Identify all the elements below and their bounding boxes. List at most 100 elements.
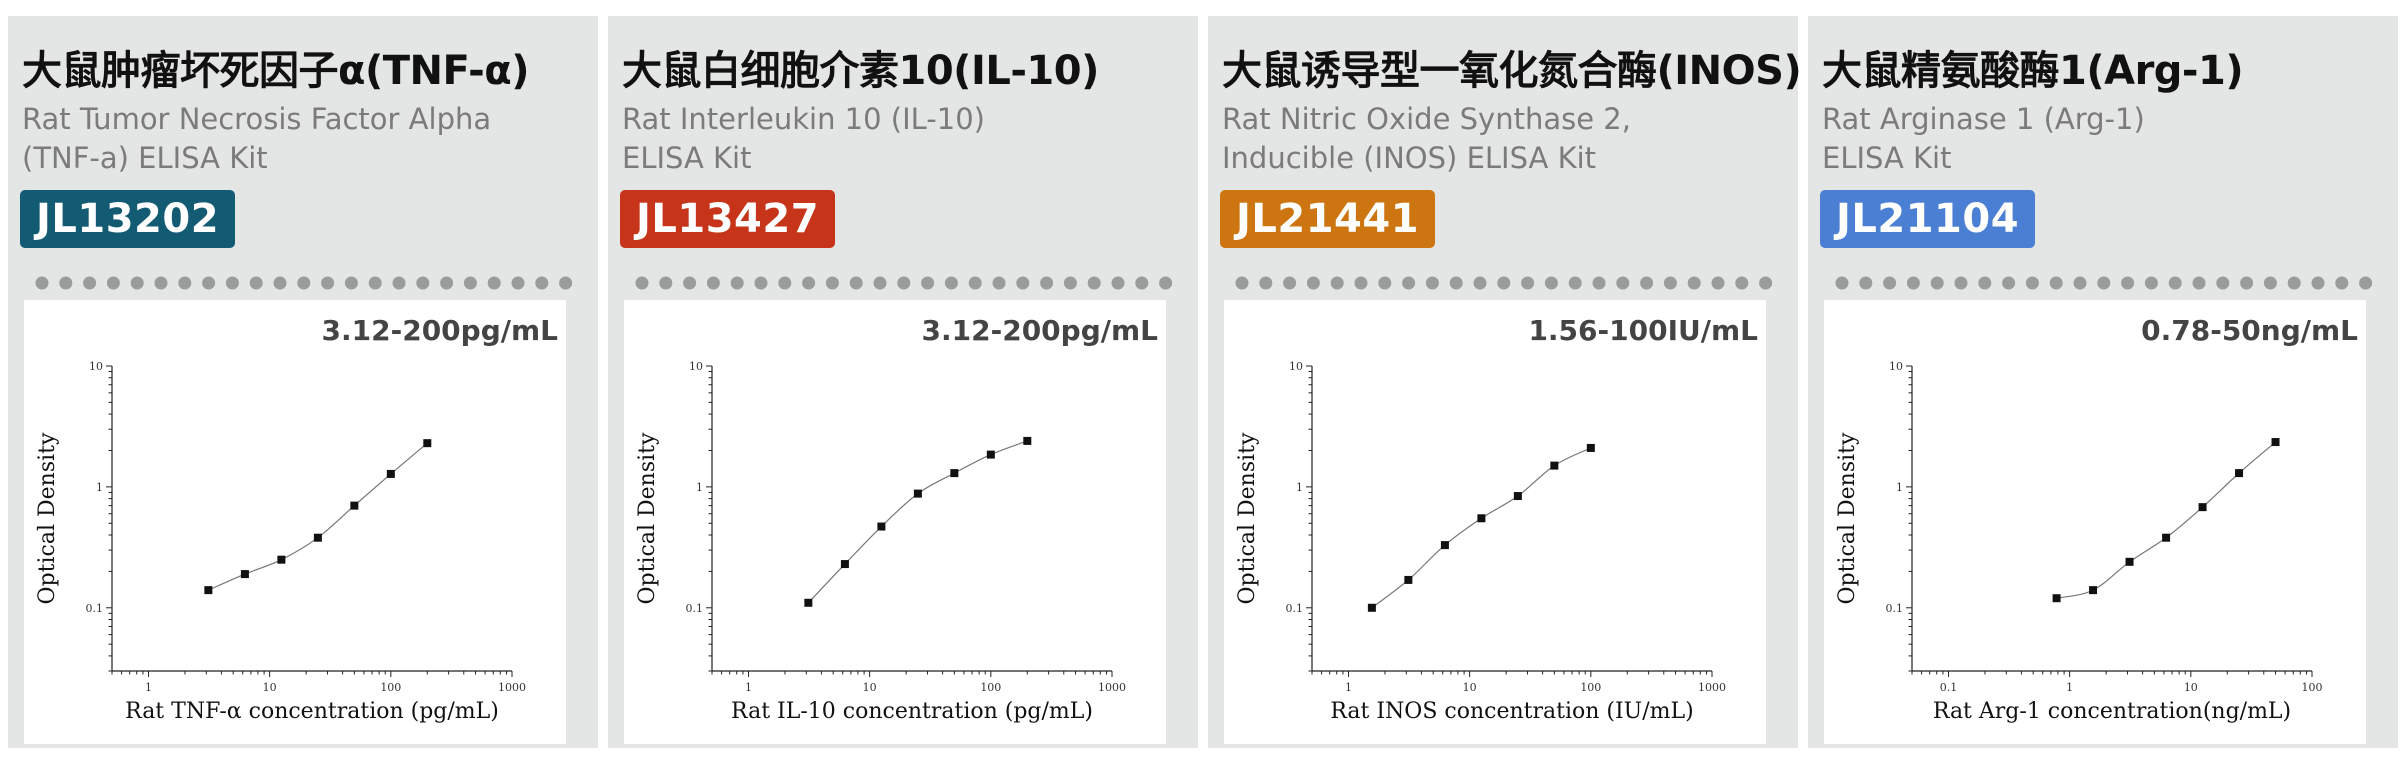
- divider-dot: [1906, 276, 1920, 290]
- divider-dot: [1521, 276, 1535, 290]
- divider-dot: [83, 276, 97, 290]
- divider-dot: [1711, 276, 1725, 290]
- dot-divider: [1835, 276, 2373, 290]
- data-point: [1586, 443, 1595, 452]
- product-title-en-line1: Rat Arginase 1 (Arg-1): [1822, 102, 2145, 136]
- y-tick-label: 1: [96, 481, 103, 494]
- y-tick-label: 10: [1289, 360, 1303, 373]
- product-title-en-line2: (TNF-a) ELISA Kit: [22, 141, 268, 175]
- divider-dot: [1063, 276, 1077, 290]
- divider-dot: [944, 276, 958, 290]
- divider-dot: [202, 276, 216, 290]
- divider-dot: [225, 276, 239, 290]
- y-tick-label: 0.1: [86, 602, 104, 615]
- divider-dot: [683, 276, 697, 290]
- product-title-en-line2: Inducible (INOS) ELISA Kit: [1222, 141, 1597, 175]
- divider-dot: [2263, 276, 2277, 290]
- standard-curve-chart: 1 10 100 1000 0.1 1 10 Rat TNF-α concentration …: [35, 360, 526, 724]
- divider-dot: [440, 276, 454, 290]
- divider-dot: [1135, 276, 1149, 290]
- divider-dot: [897, 276, 911, 290]
- y-axis-label: Optical Density: [635, 432, 660, 604]
- data-point: [240, 570, 249, 579]
- divider-dot: [1568, 276, 1582, 290]
- divider-dot: [2097, 276, 2111, 290]
- standard-curve-panel: 0.1 1 10 100 0.1 1 10 Rat Arg-1 concentration(n…: [1824, 300, 2366, 744]
- divider-dot: [559, 276, 573, 290]
- y-tick-label: 0.1: [1886, 602, 1904, 615]
- y-tick-label: 10: [689, 360, 703, 373]
- product-code-badge: JL21104: [1820, 190, 2036, 248]
- divider-dot: [2335, 276, 2349, 290]
- data-point: [840, 560, 849, 569]
- divider-dot: [730, 276, 744, 290]
- divider-dot: [2216, 276, 2230, 290]
- data-point: [204, 586, 213, 595]
- divider-dot: [416, 276, 430, 290]
- divider-dot: [1544, 276, 1558, 290]
- y-axis-label: Optical Density: [1835, 432, 1860, 604]
- divider-dot: [2287, 276, 2301, 290]
- divider-dot: [1354, 276, 1368, 290]
- divider-dot: [992, 276, 1006, 290]
- y-tick-label: 1: [1296, 481, 1303, 494]
- divider-dot: [1402, 276, 1416, 290]
- divider-dot: [344, 276, 358, 290]
- data-point: [2052, 594, 2061, 603]
- dot-divider: [1235, 276, 1773, 290]
- y-tick-label: 0.1: [1286, 602, 1304, 615]
- divider-dot: [1978, 276, 1992, 290]
- data-point: [2125, 557, 2134, 566]
- divider-dot: [2049, 276, 2063, 290]
- divider-dot: [535, 276, 549, 290]
- product-card-arg-1[interactable]: 大鼠精氨酸酶1(Arg-1) Rat Arginase 1 (Arg-1) EL…: [1808, 16, 2398, 748]
- divider-dot: [487, 276, 501, 290]
- divider-dot: [392, 276, 406, 290]
- detection-range: 1.56-100IU/mL: [1528, 314, 1758, 347]
- product-title-en-line1: Rat Interleukin 10 (IL-10): [622, 102, 985, 136]
- x-tick-label: 1: [2066, 681, 2073, 694]
- divider-dot: [2121, 276, 2135, 290]
- standard-curve-panel: 1 10 100 1000 0.1 1 10 Rat IL-10 concentration …: [624, 300, 1166, 744]
- divider-dot: [511, 276, 525, 290]
- y-tick-label: 10: [1889, 360, 1903, 373]
- divider-dot: [635, 276, 649, 290]
- x-axis-label: Rat Arg-1 concentration(ng/mL): [1933, 699, 2291, 724]
- x-tick-label: 10: [263, 681, 277, 694]
- product-card-inos[interactable]: 大鼠诱导型一氧化氮合酶(INOS) Rat Nitric Oxide Synth…: [1208, 16, 1802, 748]
- x-tick-label: 100: [2302, 681, 2323, 694]
- x-tick-label: 10: [1463, 681, 1477, 694]
- product-title-cn: 大鼠诱导型一氧化氮合酶(INOS): [1222, 48, 1802, 94]
- x-tick-label: 1: [745, 681, 752, 694]
- data-point: [2162, 533, 2171, 542]
- data-point: [1513, 492, 1522, 501]
- divider-dot: [2240, 276, 2254, 290]
- fit-curve: [2056, 441, 2276, 599]
- divider-dot: [2192, 276, 2206, 290]
- divider-dot: [1835, 276, 1849, 290]
- divider-dot: [2144, 276, 2158, 290]
- divider-dot: [1663, 276, 1677, 290]
- standard-curve-chart: 0.1 1 10 100 0.1 1 10 Rat Arg-1 concentration(n…: [1835, 360, 2323, 724]
- divider-dot: [2311, 276, 2325, 290]
- product-card-il-10[interactable]: 大鼠白细胞介素10(IL-10) Rat Interleukin 10 (IL-…: [608, 16, 1198, 748]
- data-point: [877, 522, 886, 531]
- divider-dot: [754, 276, 768, 290]
- data-point: [1440, 541, 1449, 550]
- data-point: [313, 533, 322, 542]
- data-point: [1404, 575, 1413, 584]
- data-point: [950, 469, 959, 478]
- data-point: [2235, 469, 2244, 478]
- detection-range: 3.12-200pg/mL: [921, 314, 1158, 347]
- product-code-badge: JL13202: [20, 190, 236, 248]
- data-point: [1367, 603, 1376, 612]
- divider-dot: [249, 276, 263, 290]
- divider-dot: [1040, 276, 1054, 290]
- product-card-tnf-alpha[interactable]: 大鼠肿瘤坏死因子α(TNF-α) Rat Tumor Necrosis Fact…: [8, 16, 598, 748]
- divider-dot: [1640, 276, 1654, 290]
- divider-dot: [2025, 276, 2039, 290]
- x-axis-label: Rat TNF-α concentration (pg/mL): [125, 699, 499, 724]
- data-point: [423, 439, 432, 448]
- divider-dot: [1283, 276, 1297, 290]
- divider-dot: [273, 276, 287, 290]
